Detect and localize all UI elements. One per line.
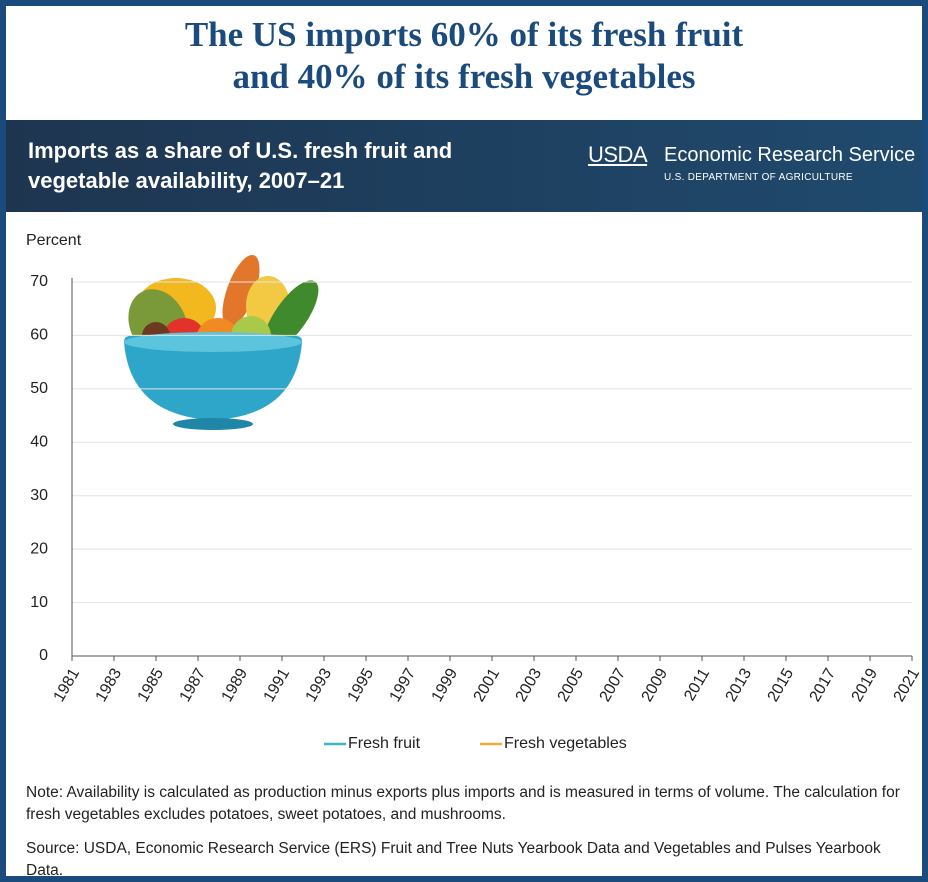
chart: Percent 0 10 20 30 40 50 60 70 1981 1983 1985 1987 19… <box>6 6 922 876</box>
legend-label: Fresh fruit <box>348 735 421 752</box>
x-tick-label: 1999 <box>429 666 462 705</box>
x-tick-label: 2011 <box>681 666 713 704</box>
x-tick-label: 1997 <box>387 666 420 705</box>
x-tick-label: 1995 <box>345 666 378 705</box>
x-tick-label: 2009 <box>639 666 672 705</box>
x-tick-label: 2013 <box>723 666 756 705</box>
x-tick-label: 1987 <box>177 666 210 705</box>
x-tick-label: 1981 <box>51 666 84 705</box>
y-tick-label: 60 <box>30 327 48 344</box>
x-tick-label: 2019 <box>849 666 882 705</box>
x-tick-label: 1983 <box>93 666 126 705</box>
fruit-bowl-illustration <box>117 251 328 430</box>
x-tick-label: 2015 <box>765 666 798 705</box>
infographic: The US imports 60% of its fresh fruit an… <box>0 0 928 882</box>
x-tick-label: 2001 <box>471 666 504 705</box>
legend-label: Fresh vegetables <box>504 735 627 752</box>
x-tick-label: 1991 <box>261 666 294 705</box>
x-tick-label: 1989 <box>219 666 252 705</box>
y-tick-label: 30 <box>30 487 48 504</box>
x-tick-label: 2005 <box>555 666 588 705</box>
x-tick-label: 2007 <box>597 666 630 705</box>
source: Source: USDA, Economic Research Service … <box>26 838 906 882</box>
y-tick-label: 50 <box>30 380 48 397</box>
y-tick-label: 0 <box>39 647 48 664</box>
y-tick-label: 70 <box>30 273 48 290</box>
x-tick-label: 1993 <box>303 666 336 705</box>
note: Note: Availability is calculated as prod… <box>26 782 906 826</box>
y-tick-label: 20 <box>30 540 48 557</box>
y-axis-label: Percent <box>26 232 82 249</box>
x-tick-label: 2021 <box>891 666 922 705</box>
x-tick-label: 2003 <box>513 666 546 705</box>
x-tick-label: 1985 <box>135 666 168 705</box>
x-tick-label: 2017 <box>807 666 840 705</box>
y-tick-label: 10 <box>30 594 48 611</box>
y-tick-label: 40 <box>30 434 48 451</box>
